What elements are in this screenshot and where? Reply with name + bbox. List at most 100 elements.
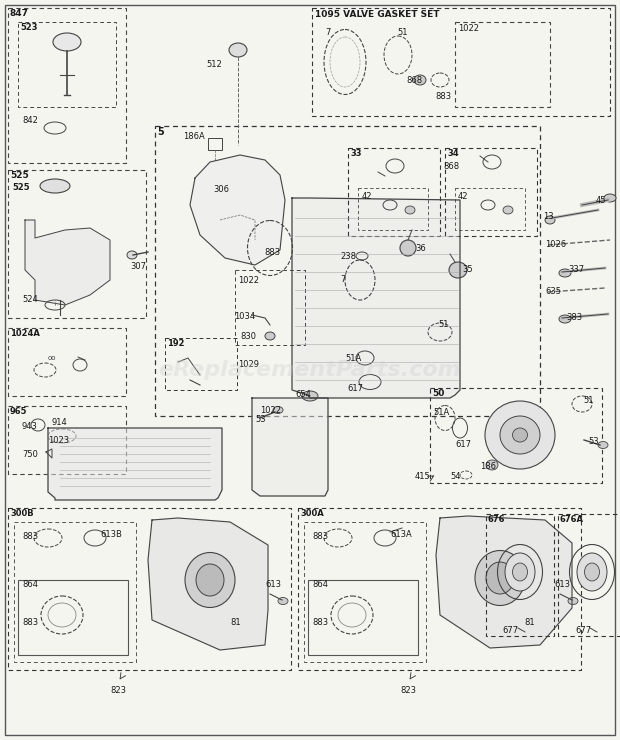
Text: 5: 5 bbox=[157, 127, 164, 137]
Text: 42: 42 bbox=[362, 192, 373, 201]
Text: 1034: 1034 bbox=[234, 312, 255, 321]
Text: 883: 883 bbox=[22, 618, 38, 627]
Polygon shape bbox=[190, 155, 285, 265]
Text: 42: 42 bbox=[458, 192, 469, 201]
Ellipse shape bbox=[278, 597, 288, 605]
Ellipse shape bbox=[545, 216, 555, 224]
Text: 7: 7 bbox=[340, 275, 345, 284]
Ellipse shape bbox=[302, 391, 318, 401]
Text: 51A: 51A bbox=[433, 408, 450, 417]
Text: 51: 51 bbox=[397, 28, 407, 37]
Text: 864: 864 bbox=[312, 580, 328, 589]
Polygon shape bbox=[148, 518, 268, 650]
Text: 617: 617 bbox=[455, 440, 471, 449]
Ellipse shape bbox=[604, 194, 616, 202]
Ellipse shape bbox=[500, 416, 540, 454]
Text: 51: 51 bbox=[438, 320, 448, 329]
Text: 613: 613 bbox=[554, 580, 570, 589]
Ellipse shape bbox=[513, 428, 528, 442]
Text: 1029: 1029 bbox=[238, 360, 259, 369]
Text: 883: 883 bbox=[312, 532, 328, 541]
Bar bbox=[455, 22, 550, 107]
Bar bbox=[486, 514, 554, 636]
Bar bbox=[8, 508, 291, 670]
Bar bbox=[165, 338, 237, 390]
Text: 965: 965 bbox=[10, 407, 27, 416]
Polygon shape bbox=[25, 220, 110, 305]
Text: 654: 654 bbox=[295, 390, 311, 399]
Ellipse shape bbox=[414, 75, 426, 85]
Ellipse shape bbox=[265, 332, 275, 340]
Ellipse shape bbox=[577, 553, 607, 591]
Ellipse shape bbox=[449, 262, 467, 278]
Text: 81: 81 bbox=[230, 618, 241, 627]
Bar bbox=[235, 270, 305, 345]
Ellipse shape bbox=[196, 564, 224, 596]
Text: 337: 337 bbox=[568, 265, 584, 274]
Text: 186A: 186A bbox=[183, 132, 205, 141]
Text: 1095 VALVE GASKET SET: 1095 VALVE GASKET SET bbox=[315, 10, 440, 19]
Bar bbox=[18, 580, 128, 655]
Text: 35: 35 bbox=[462, 265, 472, 274]
Text: 613A: 613A bbox=[390, 530, 412, 539]
Text: 300A: 300A bbox=[300, 509, 324, 518]
Text: 635: 635 bbox=[545, 287, 561, 296]
Ellipse shape bbox=[273, 406, 283, 414]
Bar bbox=[14, 522, 136, 662]
Text: 415: 415 bbox=[415, 472, 431, 481]
Text: 383: 383 bbox=[566, 313, 582, 322]
Polygon shape bbox=[252, 398, 328, 496]
Text: 617: 617 bbox=[347, 384, 363, 393]
Text: 13: 13 bbox=[543, 212, 554, 221]
Text: 51A: 51A bbox=[345, 354, 361, 363]
Text: 524: 524 bbox=[22, 295, 38, 304]
Ellipse shape bbox=[503, 206, 513, 214]
Text: 823: 823 bbox=[110, 686, 126, 695]
Bar bbox=[155, 126, 540, 416]
Text: 33: 33 bbox=[350, 149, 361, 158]
Text: 914: 914 bbox=[52, 418, 68, 427]
Text: 1023: 1023 bbox=[48, 436, 69, 445]
Text: 45: 45 bbox=[596, 196, 606, 205]
Text: 307: 307 bbox=[130, 262, 146, 271]
Text: oo: oo bbox=[48, 355, 56, 361]
Text: 1022: 1022 bbox=[238, 276, 259, 285]
Ellipse shape bbox=[475, 551, 525, 605]
Text: 676A: 676A bbox=[560, 515, 584, 524]
Ellipse shape bbox=[598, 442, 608, 448]
Bar bbox=[298, 508, 581, 670]
Bar bbox=[445, 148, 537, 236]
Bar bbox=[18, 22, 116, 107]
Bar bbox=[8, 8, 126, 163]
Text: 1022: 1022 bbox=[458, 24, 479, 33]
Bar bbox=[558, 514, 620, 636]
Text: 525: 525 bbox=[10, 171, 29, 180]
Polygon shape bbox=[292, 198, 460, 398]
Text: 613: 613 bbox=[265, 580, 281, 589]
Bar bbox=[430, 388, 602, 483]
Text: 53: 53 bbox=[588, 437, 599, 446]
Text: 525: 525 bbox=[12, 183, 30, 192]
Text: 823: 823 bbox=[400, 686, 416, 695]
Text: 300B: 300B bbox=[10, 509, 33, 518]
Bar bbox=[308, 580, 418, 655]
Ellipse shape bbox=[568, 597, 578, 605]
Text: 677: 677 bbox=[575, 626, 591, 635]
Bar bbox=[312, 8, 610, 116]
Polygon shape bbox=[436, 516, 572, 648]
Text: eReplacementParts.com: eReplacementParts.com bbox=[159, 360, 461, 380]
Text: 54: 54 bbox=[450, 472, 461, 481]
Text: 883: 883 bbox=[264, 248, 280, 257]
Bar bbox=[8, 406, 126, 474]
Text: 1024A: 1024A bbox=[10, 329, 40, 338]
Ellipse shape bbox=[585, 563, 600, 581]
Ellipse shape bbox=[53, 33, 81, 51]
Text: 1026: 1026 bbox=[545, 240, 566, 249]
Bar bbox=[8, 170, 146, 318]
Text: 1022: 1022 bbox=[260, 406, 281, 415]
Ellipse shape bbox=[127, 251, 137, 259]
Text: 868: 868 bbox=[406, 76, 422, 85]
Text: 81: 81 bbox=[524, 618, 534, 627]
Text: 847: 847 bbox=[10, 9, 29, 18]
Text: 51: 51 bbox=[583, 396, 593, 405]
